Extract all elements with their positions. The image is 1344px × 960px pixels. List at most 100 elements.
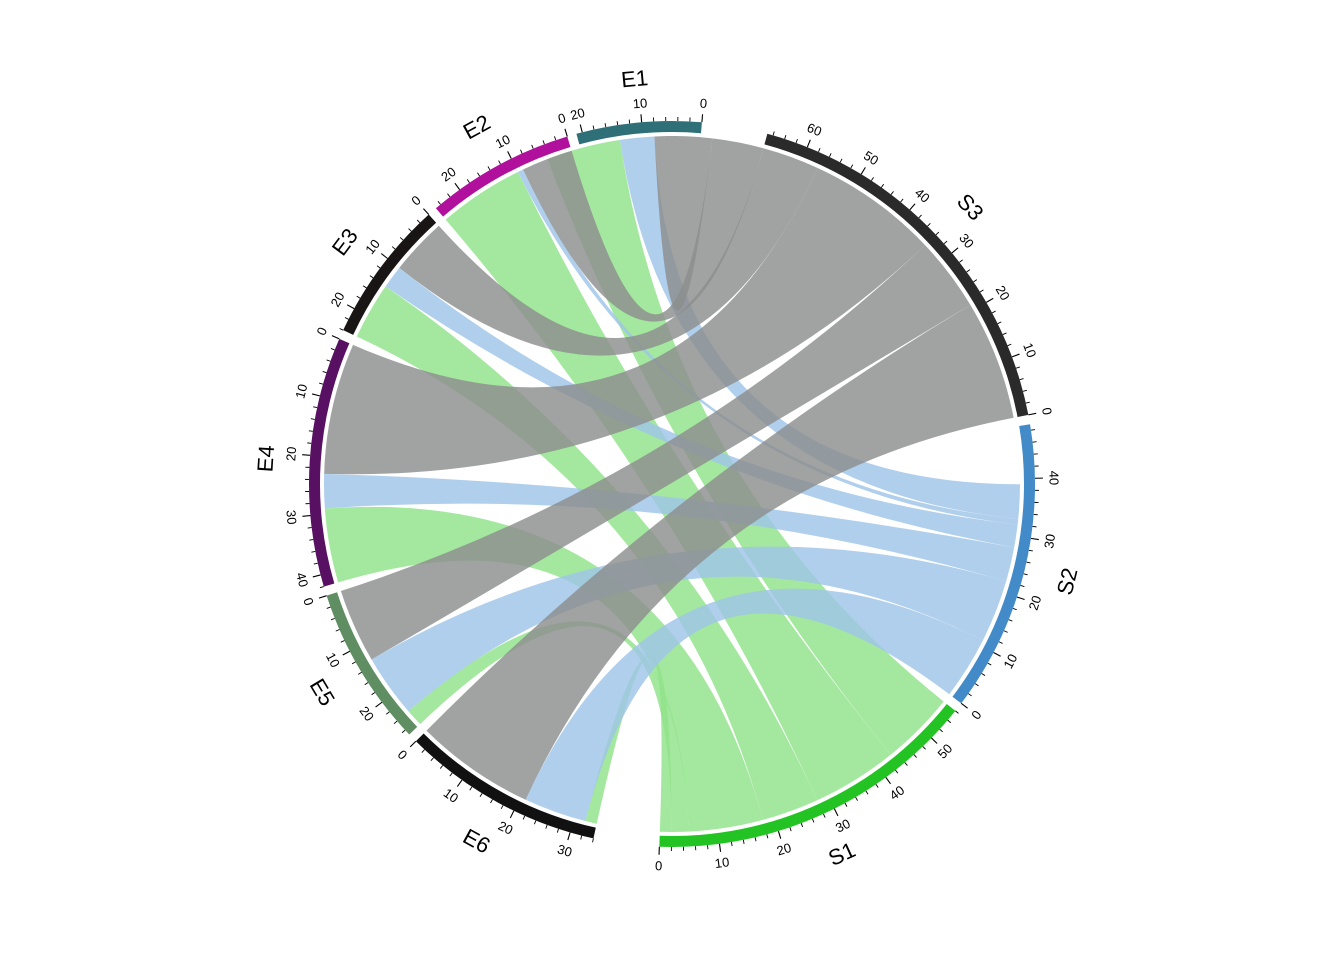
tick-label-s1-20: 20 (775, 840, 793, 859)
tick-s3-18 (991, 310, 996, 314)
link-s3-e1[interactable] (654, 135, 713, 311)
sector-label-e5: E5 (305, 674, 340, 710)
link-s3-e2[interactable] (523, 138, 764, 322)
tick-s2-26 (1026, 561, 1031, 564)
tick-s3-50 (860, 167, 866, 175)
sector-label-s3: S3 (952, 189, 989, 226)
tick-s3-66 (772, 131, 775, 136)
tick-e6-4 (430, 757, 434, 761)
sector-e5[interactable] (326, 592, 418, 735)
link-s3-e4[interactable] (324, 167, 926, 475)
tick-e6-32 (580, 835, 583, 840)
tick-label-s2-10: 10 (1000, 651, 1020, 671)
link-s1-e3[interactable] (356, 286, 818, 820)
sector-label-s2: S2 (1052, 565, 1083, 597)
sector-e3[interactable] (343, 214, 437, 335)
tick-label-s3-0: 0 (1039, 406, 1055, 416)
tick-s3-52 (850, 164, 854, 169)
tick-s3-32 (943, 240, 948, 245)
tick-e4-36 (311, 550, 316, 553)
sector-e6[interactable] (415, 733, 596, 839)
tick-e4-30 (302, 515, 311, 517)
tick-label-e1-10: 10 (632, 95, 648, 111)
sector-e4[interactable] (308, 338, 350, 587)
tick-e1-10 (640, 114, 643, 123)
tick-label-s2-40: 40 (1046, 471, 1061, 486)
tick-s3-30 (951, 247, 959, 254)
tick-e3-8 (391, 246, 396, 250)
tick-s1-54 (947, 719, 952, 724)
link-s2-e5[interactable] (371, 546, 1007, 712)
sector-e2[interactable] (435, 136, 571, 217)
tick-s1-32 (844, 802, 848, 807)
tick-e5-10 (342, 650, 351, 656)
tick-s1-42 (895, 769, 899, 774)
tick-e5-22 (385, 711, 390, 715)
sector-s2[interactable] (952, 424, 1035, 704)
tick-e6-22 (522, 815, 526, 820)
tick-s3-34 (935, 231, 940, 236)
tick-e5-14 (358, 671, 362, 675)
link-s2-e6[interactable] (525, 588, 983, 822)
tick-e6-30 (567, 832, 571, 841)
tick-e5-6 (335, 629, 340, 632)
tick-e4-6 (322, 371, 327, 374)
tick-e5-2 (326, 606, 331, 609)
tick-e4-16 (308, 430, 313, 432)
tick-s1-46 (913, 754, 917, 758)
tick-s1-56 (955, 710, 959, 714)
tick-label-e4-30: 30 (283, 509, 299, 525)
tick-label-s3-20: 20 (993, 283, 1013, 303)
link-s2-e1[interactable] (619, 136, 1020, 519)
tick-e4-40 (312, 574, 321, 578)
tick-e3-20 (346, 304, 355, 310)
ticks-layer: 0 102030405001020304001020304050600102001… (283, 95, 1061, 873)
tick-e1-0 (701, 114, 704, 123)
tick-s1-12 (731, 842, 733, 847)
link-s1-e4[interactable] (324, 506, 763, 832)
sector-e1[interactable] (576, 120, 702, 145)
tick-label-e5-20: 20 (356, 703, 377, 724)
tick-s1-34 (855, 796, 858, 801)
tick-label-e4-10: 10 (292, 382, 310, 400)
tick-e2-18 (466, 179, 470, 183)
tick-e3-10 (380, 253, 388, 259)
tick-s2-20 (1016, 596, 1025, 601)
tick-e4-8 (319, 382, 324, 385)
tick-e5-24 (393, 720, 398, 725)
tick-s1-18 (766, 834, 769, 839)
tick-s2-18 (1012, 607, 1017, 611)
tick-s2-12 (998, 641, 1003, 644)
link-s3-e5[interactable] (340, 245, 971, 660)
tick-e6-14 (479, 793, 483, 798)
tick-e3-18 (356, 295, 361, 299)
sector-label-e4: E4 (252, 444, 279, 472)
tick-s1-26 (811, 818, 815, 823)
tick-s3-60 (806, 139, 811, 148)
tick-e4-12 (313, 406, 318, 409)
tick-e4-0 (331, 335, 340, 340)
link-s3-e6[interactable] (426, 304, 1014, 800)
tick-label-e3-0: 0 (408, 192, 423, 208)
tick-s3-46 (880, 183, 885, 188)
link-s3-e3[interactable] (399, 148, 818, 356)
sector-label-e3: E3 (327, 224, 363, 261)
tick-e4-4 (326, 359, 331, 362)
sector-s1[interactable] (659, 703, 956, 848)
link-s2-e3[interactable] (385, 267, 1018, 548)
tick-label-s1-10: 10 (714, 854, 730, 871)
tick-label-e3-20: 20 (327, 290, 347, 310)
link-s2-e4[interactable] (323, 473, 1015, 582)
tick-label-s3-40: 40 (912, 185, 933, 206)
tick-s3-54 (839, 158, 843, 163)
tick-e6-18 (500, 805, 504, 810)
tick-e5-16 (364, 682, 369, 686)
tick-s3-40 (909, 203, 916, 211)
tick-s2-24 (1023, 573, 1028, 576)
tick-s3-20 (986, 297, 994, 303)
tick-s2-30 (1030, 537, 1039, 541)
tick-e6-12 (469, 786, 473, 791)
link-s1-e1[interactable] (547, 139, 944, 755)
tick-label-s1-40: 40 (887, 782, 908, 803)
tick-e2-14 (487, 166, 491, 171)
